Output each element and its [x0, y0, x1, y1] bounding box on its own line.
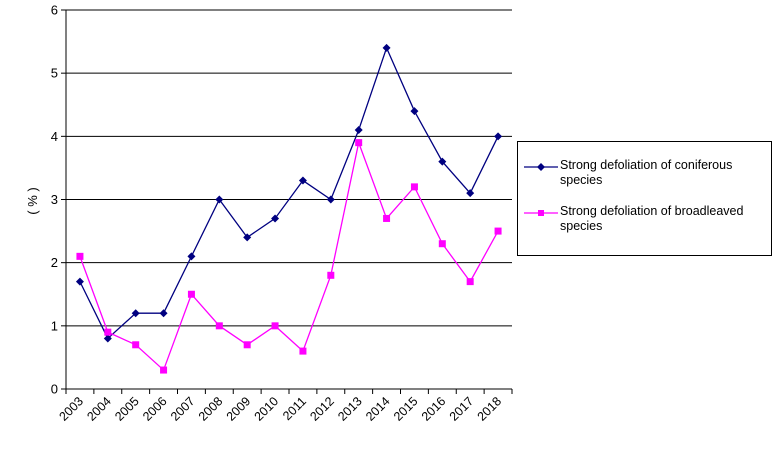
series-line-broadleaved [79, 140, 499, 372]
legend-label-broadleaved: Strong defoliation of broadleaved specie… [560, 204, 744, 233]
x-tick-label: 2003 [56, 394, 86, 424]
data-point-coniferous [326, 195, 335, 204]
y-tick-label: 1 [51, 318, 58, 333]
series-markers [75, 43, 503, 374]
data-point-broadleaved [383, 214, 391, 222]
data-point-coniferous [131, 309, 140, 318]
data-point-coniferous [354, 126, 363, 135]
data-point-coniferous [438, 157, 447, 166]
x-tick-label: 2010 [252, 394, 282, 424]
axes [61, 9, 513, 394]
x-tick-label: 2007 [168, 394, 198, 424]
y-tick-label: 4 [51, 129, 58, 144]
data-point-coniferous [75, 277, 84, 286]
data-point-coniferous [187, 252, 196, 261]
legend-swatch-broadleaved [524, 210, 558, 216]
x-tick-label: 2017 [447, 394, 477, 424]
x-tick-label: 2018 [475, 394, 505, 424]
data-point-broadleaved [104, 328, 112, 336]
data-point-coniferous [103, 334, 112, 343]
data-point-broadleaved [299, 347, 307, 355]
x-tick-label: 2004 [84, 394, 114, 424]
x-tick-label: 2005 [112, 394, 142, 424]
gridlines [66, 9, 512, 327]
data-point-coniferous [410, 107, 419, 116]
x-tick-label: 2009 [224, 394, 254, 424]
data-point-broadleaved [494, 227, 502, 235]
data-point-broadleaved [215, 322, 223, 330]
legend-swatch-coniferous [524, 163, 558, 171]
tick-labels: 0123456200320042005200620072008200920102… [51, 3, 504, 424]
x-tick-label: 2016 [419, 394, 449, 424]
data-point-broadleaved [132, 341, 140, 349]
data-point-broadleaved [271, 322, 279, 330]
x-tick-label: 2008 [196, 394, 226, 424]
data-point-coniferous [298, 176, 307, 185]
data-point-broadleaved [160, 366, 168, 374]
data-point-coniferous [243, 233, 252, 242]
x-tick-label: 2011 [280, 394, 309, 423]
series-lines [79, 46, 499, 372]
data-point-coniferous [382, 43, 391, 52]
y-tick-label: 0 [51, 382, 58, 397]
y-tick-label: 5 [51, 66, 58, 81]
y-axis-label: ( % ) [25, 187, 40, 214]
y-tick-label: 2 [51, 255, 58, 270]
data-point-broadleaved [187, 290, 195, 298]
data-point-broadleaved [76, 252, 84, 260]
data-point-coniferous [215, 195, 224, 204]
data-point-broadleaved [466, 278, 474, 286]
legend-label-coniferous: Strong defoliation of coniferous species [560, 158, 733, 187]
data-point-coniferous [271, 214, 280, 223]
data-point-coniferous [159, 309, 168, 318]
data-point-broadleaved [438, 240, 446, 248]
series-line-coniferous [79, 46, 499, 340]
y-tick-label: 3 [51, 192, 58, 207]
x-tick-label: 2012 [307, 394, 337, 424]
data-point-coniferous [494, 132, 503, 141]
x-tick-label: 2013 [335, 394, 365, 424]
data-point-broadleaved [355, 139, 363, 147]
data-point-coniferous [466, 189, 475, 198]
data-point-broadleaved [243, 341, 251, 349]
y-tick-label: 6 [51, 3, 58, 18]
x-tick-label: 2015 [391, 394, 421, 424]
x-tick-label: 2006 [140, 394, 170, 424]
data-point-broadleaved [327, 271, 335, 279]
data-point-broadleaved [410, 183, 418, 191]
x-tick-label: 2014 [363, 394, 393, 424]
legend: Strong defoliation of coniferous species… [517, 141, 772, 256]
